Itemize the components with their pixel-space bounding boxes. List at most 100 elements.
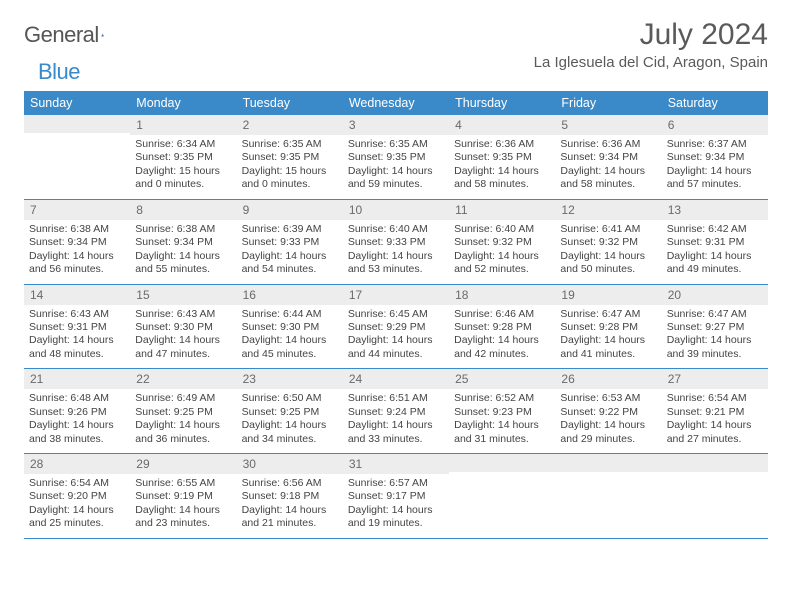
sunset-text: Sunset: 9:29 PM xyxy=(348,321,444,334)
day-body: Sunrise: 6:38 AMSunset: 9:34 PMDaylight:… xyxy=(24,220,130,284)
calendar-day-cell: 3Sunrise: 6:35 AMSunset: 9:35 PMDaylight… xyxy=(343,115,449,199)
calendar-week-row: 14Sunrise: 6:43 AMSunset: 9:31 PMDayligh… xyxy=(24,284,768,369)
sunset-text: Sunset: 9:35 PM xyxy=(135,151,231,164)
daylight-text: Daylight: 14 hours and 41 minutes. xyxy=(560,334,656,361)
day-number: 5 xyxy=(555,115,661,135)
day-number: 25 xyxy=(449,369,555,389)
day-number: 29 xyxy=(130,454,236,474)
daylight-text: Daylight: 14 hours and 56 minutes. xyxy=(29,250,125,277)
sunset-text: Sunset: 9:34 PM xyxy=(560,151,656,164)
sunrise-text: Sunrise: 6:35 AM xyxy=(242,138,338,151)
calendar-day-cell: 31Sunrise: 6:57 AMSunset: 9:17 PMDayligh… xyxy=(343,454,449,539)
daylight-text: Daylight: 14 hours and 23 minutes. xyxy=(135,504,231,531)
calendar-table: Sunday Monday Tuesday Wednesday Thursday… xyxy=(24,91,768,539)
sunset-text: Sunset: 9:31 PM xyxy=(29,321,125,334)
day-number: 27 xyxy=(662,369,768,389)
calendar-day-cell: 9Sunrise: 6:39 AMSunset: 9:33 PMDaylight… xyxy=(237,199,343,284)
day-number: 28 xyxy=(24,454,130,474)
day-number xyxy=(449,454,555,472)
day-body: Sunrise: 6:36 AMSunset: 9:35 PMDaylight:… xyxy=(449,135,555,199)
day-body: Sunrise: 6:42 AMSunset: 9:31 PMDaylight:… xyxy=(662,220,768,284)
day-body: Sunrise: 6:47 AMSunset: 9:27 PMDaylight:… xyxy=(662,305,768,369)
daylight-text: Daylight: 14 hours and 52 minutes. xyxy=(454,250,550,277)
sunrise-text: Sunrise: 6:34 AM xyxy=(135,138,231,151)
sunset-text: Sunset: 9:25 PM xyxy=(135,406,231,419)
day-body: Sunrise: 6:49 AMSunset: 9:25 PMDaylight:… xyxy=(130,389,236,453)
calendar-day-cell: 20Sunrise: 6:47 AMSunset: 9:27 PMDayligh… xyxy=(662,284,768,369)
daylight-text: Daylight: 14 hours and 34 minutes. xyxy=(242,419,338,446)
day-body: Sunrise: 6:54 AMSunset: 9:21 PMDaylight:… xyxy=(662,389,768,453)
day-number: 19 xyxy=(555,285,661,305)
calendar-day-cell: 13Sunrise: 6:42 AMSunset: 9:31 PMDayligh… xyxy=(662,199,768,284)
daylight-text: Daylight: 14 hours and 47 minutes. xyxy=(135,334,231,361)
daylight-text: Daylight: 14 hours and 54 minutes. xyxy=(242,250,338,277)
sunrise-text: Sunrise: 6:40 AM xyxy=(348,223,444,236)
day-body: Sunrise: 6:38 AMSunset: 9:34 PMDaylight:… xyxy=(130,220,236,284)
sunset-text: Sunset: 9:34 PM xyxy=(135,236,231,249)
day-number: 13 xyxy=(662,200,768,220)
sunset-text: Sunset: 9:33 PM xyxy=(348,236,444,249)
day-body: Sunrise: 6:51 AMSunset: 9:24 PMDaylight:… xyxy=(343,389,449,453)
day-body: Sunrise: 6:43 AMSunset: 9:30 PMDaylight:… xyxy=(130,305,236,369)
sunrise-text: Sunrise: 6:47 AM xyxy=(667,308,763,321)
day-body: Sunrise: 6:48 AMSunset: 9:26 PMDaylight:… xyxy=(24,389,130,453)
sunset-text: Sunset: 9:20 PM xyxy=(29,490,125,503)
sunrise-text: Sunrise: 6:46 AM xyxy=(454,308,550,321)
sunrise-text: Sunrise: 6:44 AM xyxy=(242,308,338,321)
daylight-text: Daylight: 14 hours and 45 minutes. xyxy=(242,334,338,361)
day-body xyxy=(24,133,130,193)
calendar-body: 1Sunrise: 6:34 AMSunset: 9:35 PMDaylight… xyxy=(24,115,768,538)
day-number: 12 xyxy=(555,200,661,220)
sunrise-text: Sunrise: 6:35 AM xyxy=(348,138,444,151)
sunrise-text: Sunrise: 6:49 AM xyxy=(135,392,231,405)
day-body: Sunrise: 6:50 AMSunset: 9:25 PMDaylight:… xyxy=(237,389,343,453)
calendar-day-cell: 17Sunrise: 6:45 AMSunset: 9:29 PMDayligh… xyxy=(343,284,449,369)
day-number: 7 xyxy=(24,200,130,220)
sunrise-text: Sunrise: 6:50 AM xyxy=(242,392,338,405)
brand-part2: Blue xyxy=(24,59,80,85)
calendar-week-row: 1Sunrise: 6:34 AMSunset: 9:35 PMDaylight… xyxy=(24,115,768,199)
sunset-text: Sunset: 9:28 PM xyxy=(454,321,550,334)
sunrise-text: Sunrise: 6:45 AM xyxy=(348,308,444,321)
sunrise-text: Sunrise: 6:36 AM xyxy=(454,138,550,151)
calendar-day-cell: 4Sunrise: 6:36 AMSunset: 9:35 PMDaylight… xyxy=(449,115,555,199)
sunrise-text: Sunrise: 6:41 AM xyxy=(560,223,656,236)
day-number: 30 xyxy=(237,454,343,474)
daylight-text: Daylight: 14 hours and 38 minutes. xyxy=(29,419,125,446)
day-number xyxy=(662,454,768,472)
day-body xyxy=(555,472,661,532)
calendar-day-cell: 23Sunrise: 6:50 AMSunset: 9:25 PMDayligh… xyxy=(237,369,343,454)
daylight-text: Daylight: 14 hours and 19 minutes. xyxy=(348,504,444,531)
daylight-text: Daylight: 15 hours and 0 minutes. xyxy=(242,165,338,192)
calendar-day-cell: 25Sunrise: 6:52 AMSunset: 9:23 PMDayligh… xyxy=(449,369,555,454)
sunrise-text: Sunrise: 6:43 AM xyxy=(135,308,231,321)
daylight-text: Daylight: 14 hours and 27 minutes. xyxy=(667,419,763,446)
day-number xyxy=(24,115,130,133)
sunset-text: Sunset: 9:35 PM xyxy=(242,151,338,164)
calendar-day-cell: 27Sunrise: 6:54 AMSunset: 9:21 PMDayligh… xyxy=(662,369,768,454)
calendar-day-cell: 6Sunrise: 6:37 AMSunset: 9:34 PMDaylight… xyxy=(662,115,768,199)
day-body: Sunrise: 6:36 AMSunset: 9:34 PMDaylight:… xyxy=(555,135,661,199)
calendar-day-cell: 2Sunrise: 6:35 AMSunset: 9:35 PMDaylight… xyxy=(237,115,343,199)
day-number: 23 xyxy=(237,369,343,389)
calendar-day-cell: 10Sunrise: 6:40 AMSunset: 9:33 PMDayligh… xyxy=(343,199,449,284)
daylight-text: Daylight: 14 hours and 59 minutes. xyxy=(348,165,444,192)
daylight-text: Daylight: 14 hours and 31 minutes. xyxy=(454,419,550,446)
daylight-text: Daylight: 14 hours and 33 minutes. xyxy=(348,419,444,446)
day-body: Sunrise: 6:47 AMSunset: 9:28 PMDaylight:… xyxy=(555,305,661,369)
sunrise-text: Sunrise: 6:42 AM xyxy=(667,223,763,236)
title-block: July 2024 La Iglesuela del Cid, Aragon, … xyxy=(534,18,768,71)
sunrise-text: Sunrise: 6:40 AM xyxy=(454,223,550,236)
sunrise-text: Sunrise: 6:57 AM xyxy=(348,477,444,490)
day-body: Sunrise: 6:35 AMSunset: 9:35 PMDaylight:… xyxy=(237,135,343,199)
sunrise-text: Sunrise: 6:55 AM xyxy=(135,477,231,490)
calendar-day-cell: 11Sunrise: 6:40 AMSunset: 9:32 PMDayligh… xyxy=(449,199,555,284)
weekday-header: Wednesday xyxy=(343,91,449,115)
day-number: 31 xyxy=(343,454,449,474)
sunrise-text: Sunrise: 6:51 AM xyxy=(348,392,444,405)
sunset-text: Sunset: 9:34 PM xyxy=(29,236,125,249)
sunrise-text: Sunrise: 6:52 AM xyxy=(454,392,550,405)
calendar-day-cell: 14Sunrise: 6:43 AMSunset: 9:31 PMDayligh… xyxy=(24,284,130,369)
weekday-header: Thursday xyxy=(449,91,555,115)
sunrise-text: Sunrise: 6:54 AM xyxy=(667,392,763,405)
